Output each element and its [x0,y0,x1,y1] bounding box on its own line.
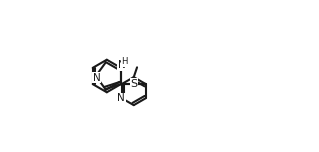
Text: H: H [122,57,128,66]
Text: N: N [117,93,125,103]
Text: S: S [130,79,138,89]
Text: N: N [118,60,125,70]
Text: N: N [93,73,100,83]
